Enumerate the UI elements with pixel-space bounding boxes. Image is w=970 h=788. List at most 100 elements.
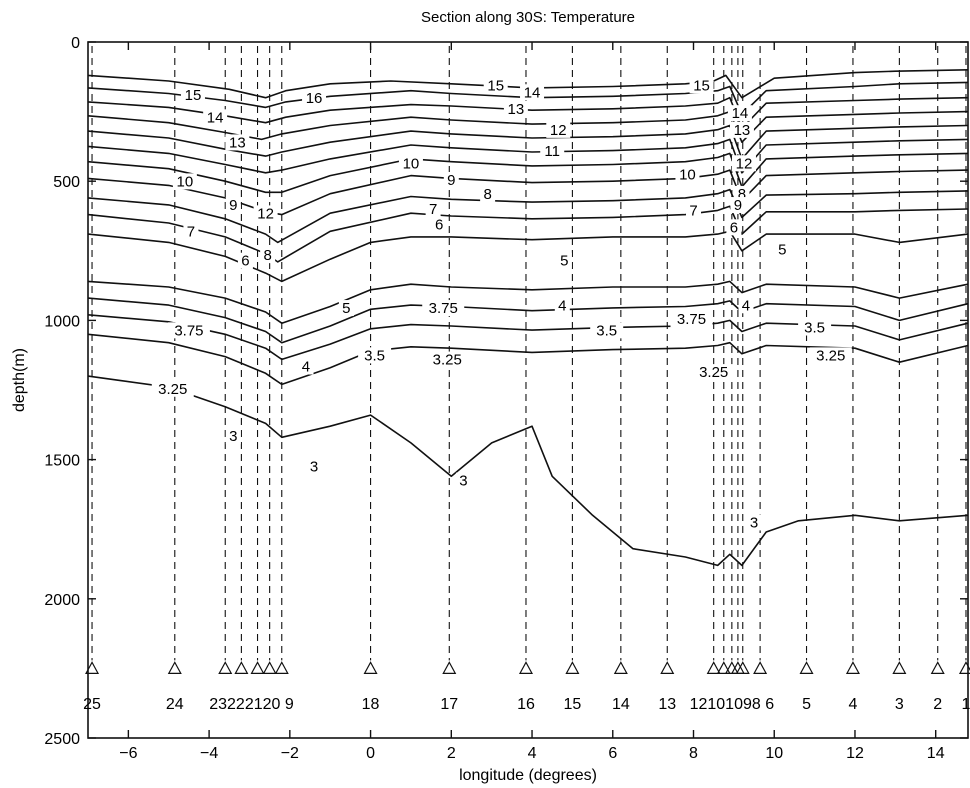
contour-line-9 — [87, 169, 969, 216]
contour-label-bg — [225, 197, 241, 214]
station-marker — [660, 661, 675, 674]
station-marker — [250, 661, 265, 674]
contour-label: 10 — [679, 166, 696, 183]
contour-label-bg — [306, 458, 322, 475]
contour-line-3-25 — [87, 333, 969, 386]
x-tick-label: 8 — [689, 745, 698, 762]
y-tick-label: 0 — [71, 35, 80, 52]
x-tick-label: −6 — [119, 745, 137, 762]
station-label: 2 — [933, 696, 942, 713]
contour-label: 8 — [738, 186, 746, 203]
contour-label: 13 — [734, 122, 751, 139]
contour-label: 9 — [734, 197, 742, 214]
y-tick-label: 500 — [53, 174, 80, 191]
station-label: 25 — [83, 696, 101, 713]
contour-label: 6 — [730, 219, 738, 236]
contour-line-12 — [87, 124, 969, 160]
contour-label: 14 — [732, 105, 749, 122]
contour-label: 3 — [310, 459, 318, 476]
contour-label: 8 — [483, 186, 491, 203]
contour-label-bg — [225, 134, 250, 151]
contour-label-bg — [151, 380, 194, 397]
station-marker — [735, 661, 750, 674]
x-tick-label: 6 — [608, 745, 617, 762]
y-tick-label: 1000 — [44, 313, 80, 330]
station-marker — [518, 661, 533, 674]
station-label: 15 — [564, 696, 582, 713]
station-marker — [442, 661, 457, 674]
contour-label-bg — [172, 173, 197, 190]
x-tick-label: 10 — [765, 745, 783, 762]
contour-label-bg — [692, 364, 735, 381]
contour-label-bg — [731, 155, 756, 172]
chart-title: Section along 30S: Temperature — [421, 9, 635, 26]
x-tick-label: 4 — [528, 745, 537, 762]
contour-label-bg — [431, 216, 447, 233]
y-axis-label: depth(m) — [11, 348, 28, 412]
contour-line-3-5 — [87, 314, 969, 361]
contour-line-3 — [87, 375, 969, 567]
station-label: 3 — [895, 696, 904, 713]
contour-label-bg — [338, 300, 354, 317]
contour-label: 16 — [306, 90, 323, 107]
contour-label: 3.75 — [677, 311, 706, 328]
contour-label: 10 — [177, 173, 194, 190]
contour-label: 7 — [187, 223, 195, 240]
contour-label: 3.5 — [804, 320, 825, 337]
station-marker — [753, 661, 768, 674]
station-label: 14 — [612, 696, 630, 713]
contour-label-bg — [426, 351, 469, 368]
station-marker — [930, 661, 945, 674]
contour-label-bg — [203, 109, 228, 126]
station-label: 4 — [849, 696, 858, 713]
station-marker — [716, 661, 731, 674]
station-marker — [724, 661, 739, 674]
contour-label: 14 — [524, 84, 541, 101]
station-label: 16 — [517, 696, 535, 713]
contour-line-10 — [87, 152, 969, 194]
contour-label-bg — [237, 252, 253, 269]
contour-label: 3.5 — [364, 347, 385, 364]
contour-label: 3.75 — [429, 300, 458, 317]
x-tick-label: −2 — [281, 745, 299, 762]
contour-label: 12 — [736, 155, 753, 172]
contour-line-3-75 — [87, 297, 969, 344]
x-tick-label: 12 — [846, 745, 864, 762]
station-marker — [706, 661, 721, 674]
contour-label: 4 — [558, 297, 566, 314]
contour-label: 4 — [302, 359, 310, 376]
contour-label-bg — [520, 84, 545, 101]
contour-label: 13 — [229, 134, 246, 151]
contour-line-4 — [87, 280, 969, 324]
contour-label-bg — [726, 219, 742, 236]
station-marker — [234, 661, 249, 674]
contour-label-bg — [738, 297, 754, 314]
station-label: 23222120 9 — [209, 696, 294, 713]
contour-line-7 — [87, 188, 969, 244]
contour-label-bg — [729, 121, 754, 138]
contour-label: 3.25 — [158, 381, 187, 398]
station-marker — [262, 661, 277, 674]
station-label: 5 — [802, 696, 811, 713]
contour-label-bg — [590, 322, 624, 339]
contour-label-bg — [689, 77, 714, 94]
contour-label: 3.75 — [174, 322, 203, 339]
station-marker — [274, 661, 289, 674]
contour-label-bg — [183, 223, 199, 240]
station-label: 18 — [362, 696, 380, 713]
contour-label-bg — [480, 185, 496, 202]
contour-label: 4 — [742, 297, 750, 314]
station-label: 17 — [440, 696, 458, 713]
station-label: 24 — [166, 696, 184, 713]
contour-label: 3.25 — [433, 352, 462, 369]
station-marker — [799, 661, 814, 674]
contour-label: 15 — [185, 87, 202, 104]
contour-label: 7 — [429, 201, 437, 218]
contour-label: 6 — [241, 253, 249, 270]
station-marker — [958, 661, 970, 674]
contour-label: 7 — [689, 203, 697, 220]
contour-label-bg — [167, 322, 210, 339]
x-tick-label: 2 — [447, 745, 456, 762]
